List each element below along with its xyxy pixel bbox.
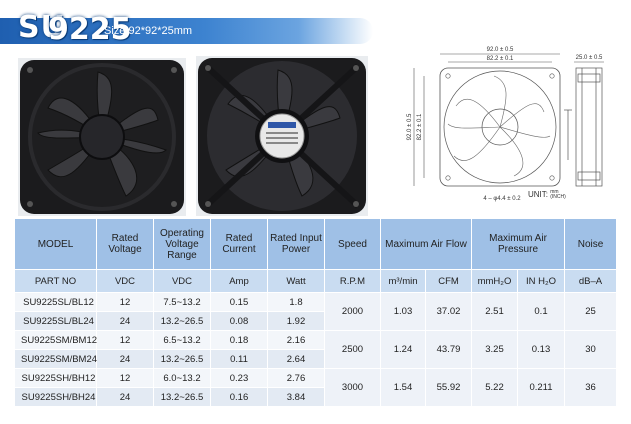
operating-range: 13.2~26.5: [153, 311, 211, 331]
fan-side-drawing: [564, 67, 603, 187]
operating-range: 6.5~13.2: [153, 330, 211, 350]
air-pressure-mmh2o: 5.22: [471, 368, 518, 407]
fan-back-label-icon: [198, 58, 366, 214]
sub-vdc-range: VDC: [153, 269, 211, 293]
air-flow-cfm: 37.02: [425, 292, 472, 331]
sub-inh2o: IN H₂O: [516, 269, 566, 293]
speed: 3000: [324, 368, 381, 407]
rated-power: 3.84: [267, 387, 325, 407]
part-no: SU9225SH/BH12: [14, 368, 97, 388]
rated-voltage: 12: [96, 292, 154, 312]
sub-amp: Amp: [210, 269, 268, 293]
table-row: SU9225SH/BH12 12 6.0~13.2 0.23 2.76 3000…: [14, 368, 618, 407]
size-label: Size:92*92*25mm: [104, 25, 193, 37]
speed: 2000: [324, 292, 381, 331]
fan-back-photo: [196, 56, 368, 216]
table-row: SU9225SM/BM12 12 6.5~13.2 0.18 2.16 2500…: [14, 330, 618, 369]
part-no: SU9225SL/BL24: [14, 311, 97, 331]
sub-part-no: PART NO: [14, 269, 97, 293]
sub-cfm: CFM: [425, 269, 472, 293]
noise: 36: [564, 368, 618, 407]
dim-height-inner: 82.2 ± 0.1: [417, 113, 423, 140]
rated-voltage: 12: [96, 368, 154, 388]
header-operating-range: Operating Voltage Range: [153, 218, 211, 270]
dim-depth: 25.0 ± 0.5: [576, 55, 603, 61]
rated-power: 2.16: [267, 330, 325, 350]
table-row: SU9225SH/BH24 24 13.2~26.5 0.16 3.84: [14, 387, 617, 407]
dim-height-outer: 92.0 ± 0.5: [407, 113, 413, 140]
noise: 25: [564, 292, 618, 331]
header-air-pressure: Maximum Air Pressure: [470, 218, 566, 270]
rated-voltage: 12: [96, 330, 154, 350]
dim-width-inner: 82.2 ± 0.1: [487, 56, 514, 62]
sub-rpm: R.P.M: [324, 269, 381, 293]
header-speed: Speed: [324, 218, 381, 270]
air-pressure-inh2o: 0.1: [516, 292, 566, 331]
header-noise: Noise: [564, 218, 618, 270]
fan-front-icon: [20, 60, 184, 214]
operating-range: 7.5~13.2: [153, 292, 211, 312]
sub-dba: dB–A: [564, 269, 618, 293]
operating-range: 6.0~13.2: [153, 368, 211, 388]
technical-drawing: 92.0 ± 0.5 82.2 ± 0.1 25.0 ± 0.5 92.0 ± …: [392, 40, 622, 215]
model-title: 9225: [48, 12, 132, 47]
table-row: SU9225SL/BL24 24 13.2~26.5 0.08 1.92: [14, 311, 617, 331]
air-pressure-mmh2o: 3.25: [471, 330, 518, 369]
air-flow-m3min: 1.54: [380, 368, 426, 407]
speed: 2500: [324, 330, 381, 369]
air-pressure-mmh2o: 2.51: [471, 292, 518, 331]
air-flow-m3min: 1.03: [380, 292, 426, 331]
header-banner: SU 9225 Size:92*92*25mm: [0, 10, 373, 54]
rated-current: 0.16: [210, 387, 268, 407]
air-flow-m3min: 1.24: [380, 330, 426, 369]
operating-range: 13.2~26.5: [153, 349, 211, 369]
header-rated-current: Rated Current: [210, 218, 268, 270]
rated-power: 1.92: [267, 311, 325, 331]
rated-current: 0.23: [210, 368, 268, 388]
header-rated-power: Rated Input Power: [267, 218, 325, 270]
header-air-flow: Maximum Air Flow: [380, 218, 472, 270]
rated-power: 1.8: [267, 292, 325, 312]
header-rated-voltage: Rated Voltage: [96, 218, 154, 270]
part-no: SU9225SH/BH24: [14, 387, 97, 407]
sub-mmh2o: mmH₂O: [471, 269, 518, 293]
rated-current: 0.11: [210, 349, 268, 369]
rated-current: 0.18: [210, 330, 268, 350]
air-pressure-inh2o: 0.211: [516, 368, 566, 407]
rated-voltage: 24: [96, 311, 154, 331]
rated-voltage: 24: [96, 349, 154, 369]
sub-m3min: m³/min: [380, 269, 426, 293]
spec-table: MODEL Rated Voltage Operating Voltage Ra…: [14, 218, 618, 407]
sub-vdc: VDC: [96, 269, 154, 293]
fan-front-photo: [18, 58, 186, 216]
header-model: MODEL: [14, 218, 97, 270]
header-bar: [0, 18, 373, 44]
rated-current: 0.08: [210, 311, 268, 331]
fan-outline-drawing: [439, 67, 561, 187]
unit-label: UNIT: mm (INCH): [528, 189, 566, 200]
part-no: SU9225SM/BM24: [14, 349, 97, 369]
noise: 30: [564, 330, 618, 369]
dim-width-outer: 92.0 ± 0.5: [487, 47, 514, 53]
part-no: SU9225SL/BL12: [14, 292, 97, 312]
table-row: SU9225SL/BL12 12 7.5~13.2 0.15 1.8 2000 …: [14, 292, 618, 331]
mount-holes-label: 4 – φ4.4 ± 0.2: [483, 196, 521, 202]
rated-current: 0.15: [210, 292, 268, 312]
rated-voltage: 24: [96, 387, 154, 407]
air-pressure-inh2o: 0.13: [516, 330, 566, 369]
air-flow-cfm: 43.79: [425, 330, 472, 369]
brand-logo: SU: [18, 10, 66, 45]
air-flow-cfm: 55.92: [425, 368, 472, 407]
rated-power: 2.76: [267, 368, 325, 388]
operating-range: 13.2~26.5: [153, 387, 211, 407]
sub-watt: Watt: [267, 269, 325, 293]
part-no: SU9225SM/BM12: [14, 330, 97, 350]
rated-power: 2.64: [267, 349, 325, 369]
